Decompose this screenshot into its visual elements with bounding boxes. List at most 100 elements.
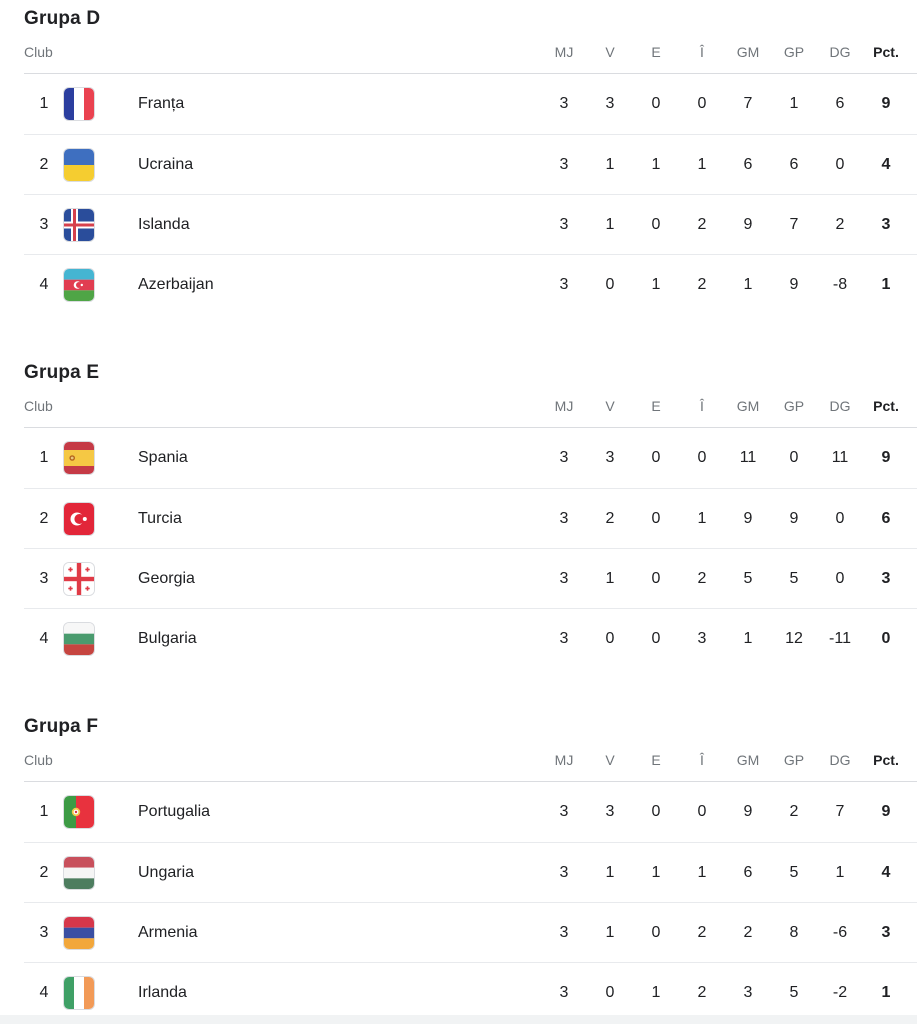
team-position: 2 bbox=[39, 863, 49, 881]
stat-value: 3 bbox=[559, 629, 569, 647]
team-row[interactable]: 2 Turcia 3 2 0 1 9 9 0 6 bbox=[24, 488, 917, 548]
team-position: 4 bbox=[39, 275, 49, 293]
stat-value: 3 bbox=[559, 923, 569, 941]
stat-value: 6 bbox=[835, 95, 845, 112]
stat-value: 1 bbox=[697, 155, 707, 173]
stat-value: 2 bbox=[697, 275, 707, 293]
team-position: 1 bbox=[39, 449, 49, 466]
column-header-dg: DG bbox=[829, 397, 851, 414]
column-header-pct: Pct. bbox=[873, 43, 899, 60]
team-row[interactable]: 1 Portugalia 3 3 0 0 9 2 7 9 bbox=[24, 782, 917, 842]
stat-value: 0 bbox=[835, 569, 845, 587]
points-value: 6 bbox=[881, 509, 891, 527]
stat-value: 1 bbox=[651, 983, 661, 1001]
team-row[interactable]: 3 Georgia 3 1 0 2 5 5 0 3 bbox=[24, 548, 917, 608]
stat-value: 1 bbox=[605, 155, 615, 173]
bulgaria-flag-icon bbox=[64, 622, 94, 655]
table-header-row: Club MJ V E Î GM GP DG Pct. bbox=[24, 30, 917, 74]
team-position: 4 bbox=[39, 629, 49, 647]
stat-value: 3 bbox=[559, 803, 569, 820]
stat-value: 3 bbox=[559, 275, 569, 293]
column-header-pct: Pct. bbox=[873, 751, 899, 768]
stat-value: -11 bbox=[829, 629, 851, 647]
points-value: 3 bbox=[881, 215, 891, 233]
stat-value: 1 bbox=[697, 863, 707, 881]
stat-value: 1 bbox=[743, 629, 753, 647]
column-header-î: Î bbox=[700, 397, 704, 414]
column-header-dg: DG bbox=[829, 751, 851, 768]
stat-value: 0 bbox=[697, 95, 707, 112]
points-value: 9 bbox=[881, 803, 891, 820]
team-row[interactable]: 3 Armenia 3 1 0 2 2 8 -6 3 bbox=[24, 902, 917, 962]
column-header-gm: GM bbox=[736, 751, 760, 768]
column-header-v: V bbox=[605, 397, 615, 414]
stat-value: 9 bbox=[789, 275, 799, 293]
stat-value: 5 bbox=[789, 863, 799, 881]
points-value: 1 bbox=[881, 275, 891, 293]
stat-value: 3 bbox=[559, 215, 569, 233]
stat-value: 11 bbox=[831, 449, 849, 466]
team-position: 2 bbox=[39, 155, 49, 173]
team-row[interactable]: 2 Ungaria 3 1 1 1 6 5 1 4 bbox=[24, 842, 917, 902]
stat-value: 3 bbox=[743, 983, 753, 1001]
column-header-gp: GP bbox=[783, 751, 805, 768]
stat-value: 9 bbox=[743, 509, 753, 527]
stat-value: -8 bbox=[832, 275, 848, 293]
points-value: 3 bbox=[881, 569, 891, 587]
stat-value: 6 bbox=[743, 155, 753, 173]
team-row[interactable]: 2 Ucraina 3 1 1 1 6 6 0 4 bbox=[24, 134, 917, 194]
franta-flag-icon bbox=[64, 88, 94, 120]
stat-value: 0 bbox=[651, 629, 661, 647]
team-name: Portugalia bbox=[138, 803, 211, 820]
stat-value: 3 bbox=[697, 629, 707, 647]
stat-value: 3 bbox=[559, 449, 569, 466]
team-row[interactable]: 1 Franța 3 3 0 0 7 1 6 9 bbox=[24, 74, 917, 134]
team-row[interactable]: 4 Irlanda 3 0 1 2 3 5 -2 1 bbox=[24, 962, 917, 1022]
portugalia-flag-icon bbox=[64, 796, 94, 828]
group-title: Grupa E bbox=[24, 362, 100, 383]
stat-value: 6 bbox=[743, 863, 753, 881]
team-name: Islanda bbox=[138, 215, 190, 233]
stat-value: 3 bbox=[559, 155, 569, 173]
stat-value: 7 bbox=[743, 95, 753, 112]
stat-value: 1 bbox=[605, 923, 615, 941]
stat-value: 0 bbox=[651, 803, 661, 820]
stat-value: 7 bbox=[789, 215, 799, 233]
stat-value: 5 bbox=[789, 569, 799, 587]
stat-value: -2 bbox=[832, 983, 848, 1001]
column-header-pct: Pct. bbox=[873, 397, 899, 414]
team-position: 1 bbox=[39, 95, 49, 112]
column-header-e: E bbox=[651, 751, 661, 768]
stat-value: 0 bbox=[835, 155, 845, 173]
column-header-e: E bbox=[651, 397, 661, 414]
stat-value: 2 bbox=[697, 923, 707, 941]
team-row[interactable]: 1 Spania 3 3 0 0 11 0 11 9 bbox=[24, 428, 917, 488]
stat-value: 1 bbox=[605, 215, 615, 233]
team-row[interactable]: 4 Bulgaria 3 0 0 3 1 12 -11 0 bbox=[24, 608, 917, 668]
team-row[interactable]: 3 Islanda 3 1 0 2 9 7 2 3 bbox=[24, 194, 917, 254]
stat-value: 7 bbox=[835, 803, 845, 820]
stat-value: 1 bbox=[605, 569, 615, 587]
team-row[interactable]: 4 Azerbaijan 3 0 1 2 1 9 -8 1 bbox=[24, 254, 917, 314]
turcia-flag-icon bbox=[64, 502, 94, 535]
spania-flag-icon bbox=[64, 442, 94, 474]
stat-value: 6 bbox=[789, 155, 799, 173]
points-value: 1 bbox=[881, 983, 891, 1001]
stat-value: 5 bbox=[743, 569, 753, 587]
stat-value: 1 bbox=[651, 275, 661, 293]
stat-value: 2 bbox=[697, 569, 707, 587]
column-header-gp: GP bbox=[783, 397, 805, 414]
stat-value: 5 bbox=[789, 983, 799, 1001]
stat-value: 2 bbox=[835, 215, 845, 233]
stat-value: 0 bbox=[697, 803, 707, 820]
stat-value: 0 bbox=[835, 509, 845, 527]
stat-value: 1 bbox=[651, 155, 661, 173]
stat-value: 2 bbox=[697, 215, 707, 233]
stat-value: 1 bbox=[743, 275, 753, 293]
stat-value: 1 bbox=[605, 863, 615, 881]
